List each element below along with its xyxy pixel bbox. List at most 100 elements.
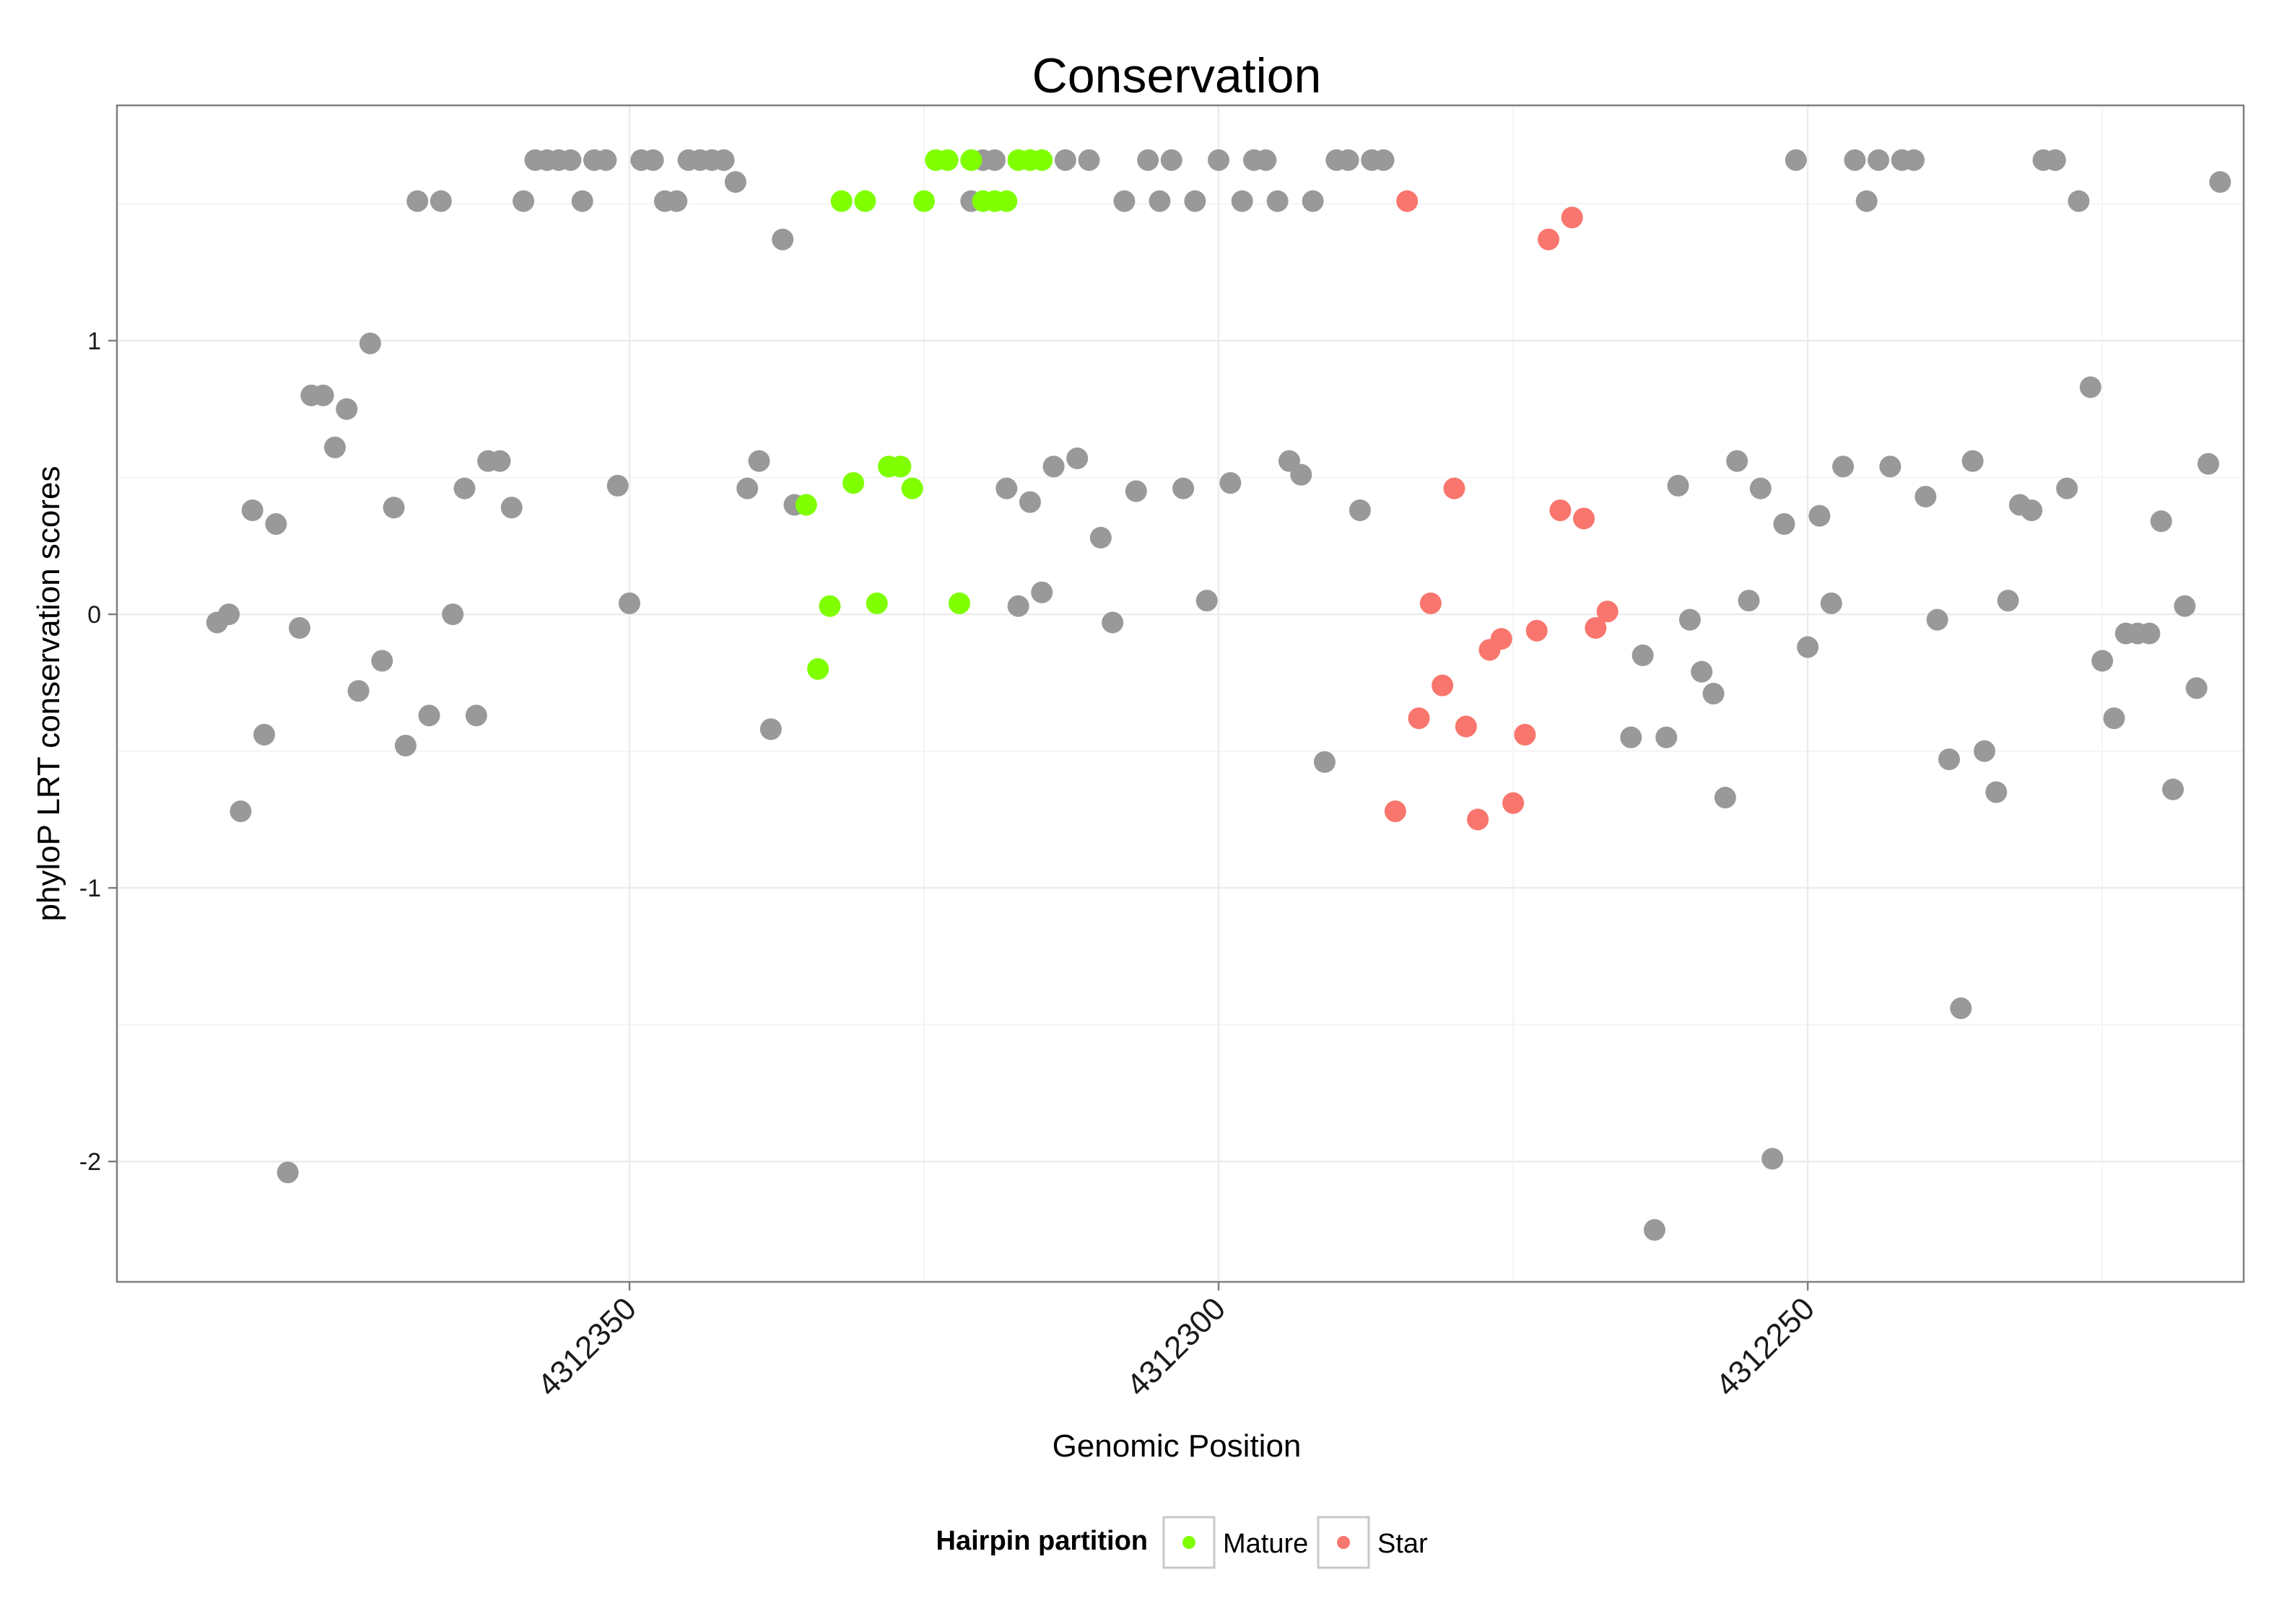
- data-point-other: [2044, 149, 2066, 171]
- data-point-other: [2185, 677, 2208, 699]
- data-point-other: [1961, 450, 1984, 472]
- data-point-mature: [948, 592, 970, 614]
- y-tick-label: 0: [87, 601, 101, 629]
- y-tick-label: -1: [79, 875, 101, 902]
- data-point-other: [312, 384, 334, 406]
- data-point-other: [2162, 778, 2184, 800]
- data-point-other: [230, 800, 252, 822]
- data-point-other: [2103, 707, 2125, 730]
- data-point-other: [1372, 149, 1395, 171]
- plot-panel-border: [116, 104, 2245, 1283]
- data-point-other: [241, 499, 263, 522]
- data-point-other: [1832, 455, 1855, 478]
- y-tick-label: 1: [87, 328, 101, 355]
- data-point-other: [1702, 683, 1725, 704]
- data-point-other: [1678, 608, 1701, 631]
- data-point-other: [1160, 149, 1182, 171]
- data-point-star: [1514, 723, 1536, 746]
- data-point-other: [1808, 505, 1831, 527]
- data-point-other: [1290, 463, 1312, 486]
- data-point-other: [1019, 491, 1041, 513]
- data-point-other: [1231, 190, 1253, 212]
- data-point-other: [442, 603, 464, 626]
- data-point-other: [1149, 190, 1171, 212]
- data-point-other: [759, 718, 782, 741]
- data-point-other: [1089, 526, 1112, 549]
- grid-lines: [117, 105, 2244, 1282]
- data-point-other: [559, 149, 582, 171]
- data-point-other: [1773, 512, 1795, 535]
- data-point-other: [606, 474, 629, 497]
- data-point-other: [1313, 751, 1336, 773]
- data-point-other: [1078, 149, 1100, 171]
- data-point-star: [1384, 800, 1406, 822]
- data-point-other: [1632, 644, 1654, 666]
- data-point-other: [1938, 748, 1960, 770]
- data-point-star: [1467, 808, 1489, 831]
- data-point-other: [1102, 611, 1124, 634]
- data-point-other: [2068, 190, 2090, 212]
- legend: Hairpin partition Mature Star: [936, 1516, 1428, 1569]
- data-point-star: [1502, 792, 1525, 814]
- data-point-other: [2150, 510, 2172, 533]
- legend-title: Hairpin partition: [936, 1526, 1148, 1556]
- data-point-other: [1655, 726, 1678, 748]
- data-point-other: [2138, 622, 2161, 645]
- data-point-other: [418, 704, 440, 727]
- data-point-other: [666, 190, 688, 212]
- data-point-mature: [960, 149, 983, 171]
- y-tick-label: -2: [79, 1148, 101, 1176]
- data-point-other: [724, 171, 746, 193]
- data-point-mature: [1031, 149, 1053, 171]
- data-point-other: [371, 650, 393, 672]
- data-point-other: [2197, 453, 2220, 475]
- data-point-other: [430, 190, 452, 212]
- data-point-other: [713, 149, 735, 171]
- series-mature: [795, 149, 1053, 680]
- data-point-other: [453, 477, 476, 499]
- data-point-other: [1208, 149, 1230, 171]
- y-axis: 1 0 -1 -2: [79, 328, 117, 1176]
- data-point-other: [218, 603, 240, 626]
- data-point-other: [1761, 1148, 1784, 1170]
- data-point-star: [1396, 190, 1419, 212]
- data-point-other: [1255, 149, 1277, 171]
- data-point-other: [2079, 376, 2101, 398]
- data-point-other: [1926, 608, 1948, 631]
- data-point-other: [1620, 726, 1642, 748]
- data-point-other: [1125, 480, 1147, 502]
- data-point-other: [1903, 149, 1925, 171]
- data-point-other: [1749, 477, 1772, 499]
- data-point-star: [1596, 601, 1619, 623]
- y-axis-title: phyloP LRT conservation scores: [31, 466, 66, 921]
- data-point-other: [1219, 472, 1242, 494]
- data-point-other: [2174, 595, 2196, 617]
- data-point-other: [265, 512, 287, 535]
- data-point-other: [500, 497, 523, 519]
- data-point-mature: [830, 190, 853, 212]
- data-point-other: [1302, 190, 1324, 212]
- legend-swatch-mature: [1182, 1536, 1195, 1549]
- data-point-mature: [901, 477, 923, 499]
- data-point-other: [1855, 190, 1878, 212]
- data-point-other: [253, 723, 276, 746]
- data-point-star: [1549, 499, 1572, 522]
- data-point-other: [383, 497, 405, 519]
- data-point-other: [2021, 499, 2043, 522]
- data-point-star: [1525, 619, 1548, 642]
- data-point-mature: [854, 190, 876, 212]
- data-point-other: [1844, 149, 1866, 171]
- data-point-star: [1573, 507, 1595, 530]
- data-point-other: [2209, 171, 2231, 193]
- data-point-other: [288, 617, 310, 639]
- data-point-other: [1914, 486, 1937, 508]
- data-point-other: [1973, 740, 1995, 762]
- x-axis-title: Genomic Position: [1053, 1428, 1302, 1464]
- data-point-other: [1820, 592, 1842, 614]
- series-star: [1384, 190, 1619, 831]
- data-point-other: [323, 436, 346, 458]
- data-point-other: [1868, 149, 1890, 171]
- data-point-other: [983, 149, 1006, 171]
- data-point-star: [1443, 477, 1465, 499]
- chart-title: Conservation: [1032, 48, 1322, 103]
